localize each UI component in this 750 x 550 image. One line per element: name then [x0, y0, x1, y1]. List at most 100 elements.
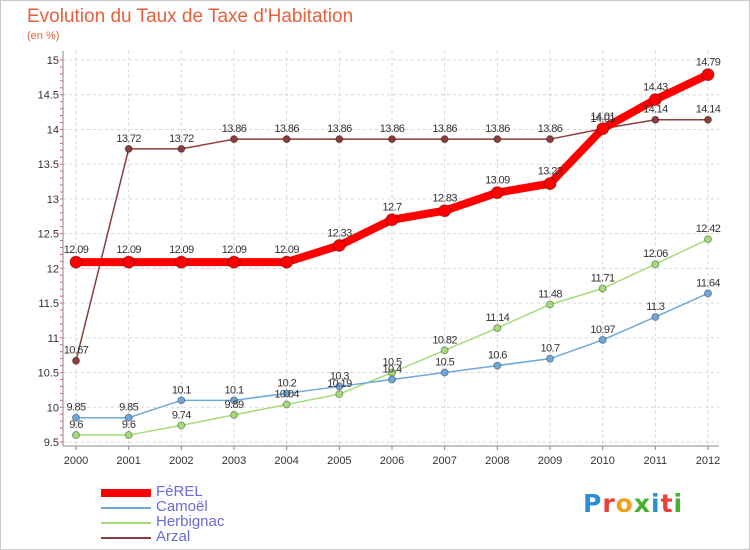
data-point-ferel	[596, 122, 610, 136]
data-label-arzal: 13.86	[222, 123, 247, 135]
data-point-ferel	[227, 255, 241, 269]
data-label-arzal: 13.86	[485, 123, 510, 135]
data-point-arzal	[177, 144, 186, 153]
data-label-ferel: 13.22	[538, 166, 563, 178]
data-point-ferel	[701, 68, 715, 82]
data-point-arzal	[230, 135, 238, 144]
legend-swatch-herbignac	[101, 522, 151, 524]
y-tick-label: 10.5	[38, 368, 59, 380]
data-label-ferel: 13.09	[485, 175, 510, 187]
logo-letter: r	[602, 489, 616, 518]
data-point-ferel	[385, 213, 399, 227]
data-label-ferel: 12.33	[327, 227, 352, 239]
data-label-arzal: 13.86	[538, 123, 563, 135]
x-tick-label: 2008	[485, 455, 509, 467]
chart-subtitle: (en %)	[27, 30, 60, 42]
logo-letter: t	[660, 489, 674, 518]
data-point-camoel	[440, 368, 449, 377]
data-point-camoel	[335, 382, 344, 391]
x-tick-label: 2006	[380, 455, 404, 467]
data-point-herbignac	[177, 421, 186, 430]
data-label-arzal: 13.86	[327, 123, 352, 135]
data-point-herbignac	[440, 346, 449, 355]
x-tick-label: 2000	[64, 455, 88, 467]
data-label-ferel: 12.09	[116, 244, 141, 256]
data-label-herbignac: 11.14	[485, 312, 509, 324]
data-label-arzal: 14.14	[696, 104, 721, 116]
y-tick-label: 9.5	[44, 437, 59, 449]
y-tick-label: 13.5	[38, 159, 59, 171]
data-point-camoel	[704, 289, 712, 298]
data-label-arzal: 10.67	[64, 345, 89, 357]
data-point-arzal	[388, 135, 396, 144]
data-label-ferel: 14.79	[696, 57, 721, 69]
data-point-herbignac	[704, 235, 712, 244]
data-point-herbignac	[230, 410, 238, 419]
y-tick-label: 12.5	[38, 229, 59, 241]
logo-letter: x	[633, 489, 651, 518]
data-point-herbignac	[493, 324, 502, 333]
y-tick-label: 11.5	[38, 298, 59, 310]
y-tick-label: 12	[47, 263, 59, 275]
data-point-arzal	[704, 115, 712, 124]
x-tick-label: 2009	[538, 455, 562, 467]
data-label-camoel: 10.97	[590, 324, 615, 336]
data-label-camoel: 11.3	[646, 301, 665, 313]
data-point-camoel	[177, 396, 186, 405]
data-label-arzal: 13.86	[432, 123, 457, 135]
legend-swatch-ferel	[101, 489, 151, 497]
data-point-herbignac	[72, 431, 80, 440]
data-point-herbignac	[651, 260, 660, 269]
logo-letter: P	[583, 489, 603, 518]
data-label-arzal: 13.72	[169, 133, 194, 145]
x-tick-label: 2004	[274, 455, 298, 467]
data-point-arzal	[493, 135, 502, 144]
data-label-herbignac: 9.6	[69, 419, 83, 431]
x-tick-label: 2001	[116, 455, 140, 467]
data-label-camoel: 9.85	[66, 402, 85, 414]
data-point-arzal	[124, 144, 133, 153]
data-label-arzal: 13.86	[380, 123, 405, 135]
data-label-ferel: 12.09	[169, 244, 194, 256]
data-label-herbignac: 9.74	[172, 409, 191, 421]
data-label-camoel: 10.7	[540, 343, 559, 355]
data-label-herbignac: 10.19	[327, 378, 352, 390]
data-label-camoel: 10.5	[435, 357, 454, 369]
data-point-ferel	[438, 204, 452, 218]
x-tick-label: 2003	[222, 455, 246, 467]
chart-title: Evolution du Taux de Taxe d'Habitation	[27, 6, 354, 27]
y-tick-label: 13	[47, 194, 59, 206]
data-label-ferel: 12.09	[64, 244, 89, 256]
y-tick-label: 11	[48, 333, 59, 345]
data-label-ferel: 12.83	[432, 193, 457, 205]
data-point-herbignac	[124, 431, 133, 440]
data-label-arzal: 14.01	[590, 113, 615, 125]
data-label-ferel: 14.43	[643, 82, 668, 94]
data-point-arzal	[72, 356, 80, 365]
x-tick-label: 2007	[432, 455, 456, 467]
data-point-herbignac	[282, 400, 291, 409]
data-point-ferel	[332, 238, 346, 252]
data-label-camoel: 10.3	[330, 370, 349, 382]
x-tick-label: 2012	[696, 455, 720, 467]
data-label-herbignac: 10.5	[382, 357, 401, 369]
data-point-camoel	[493, 361, 502, 370]
data-point-arzal	[651, 115, 660, 124]
x-tick-label: 2002	[169, 455, 193, 467]
data-label-herbignac: 9.89	[224, 399, 243, 411]
data-point-ferel	[648, 93, 662, 107]
legend-swatch-arzal	[101, 537, 151, 539]
legend-label-ferel: FéREL	[156, 483, 203, 500]
logo-letter: i	[673, 489, 684, 518]
data-point-ferel	[174, 255, 188, 269]
data-label-ferel: 12.09	[222, 244, 247, 256]
data-point-herbignac	[546, 300, 554, 309]
data-label-camoel: 10.2	[277, 377, 296, 389]
data-point-camoel	[230, 396, 238, 405]
x-tick-label: 2010	[590, 455, 614, 467]
x-tick-label: 2005	[327, 455, 351, 467]
y-tick-label: 15	[47, 55, 59, 67]
data-point-ferel	[280, 255, 294, 269]
data-point-arzal	[335, 135, 344, 144]
data-label-camoel: 10.6	[488, 350, 507, 362]
